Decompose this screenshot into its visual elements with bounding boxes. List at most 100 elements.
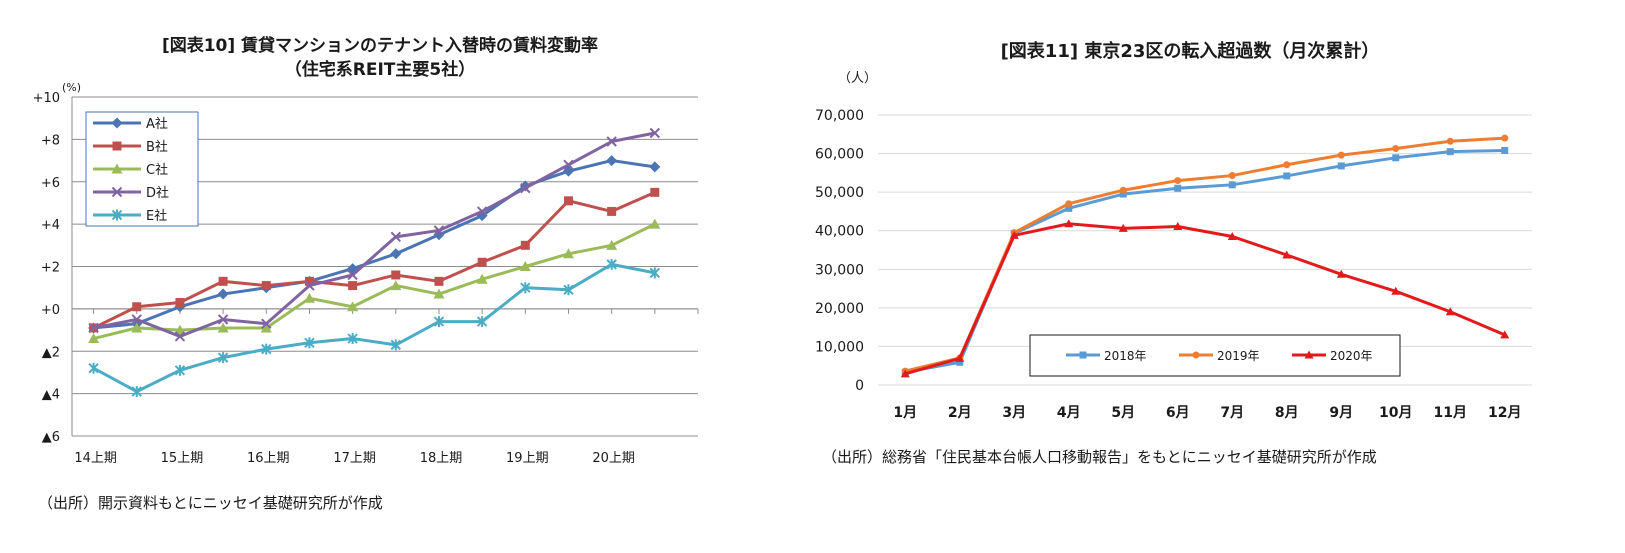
data-point-2019年 (1228, 172, 1236, 180)
y-tick-label: ▲6 (42, 430, 60, 445)
data-point-B社 (563, 196, 573, 206)
data-point-2019年 (1065, 200, 1073, 208)
data-point-D社 (131, 314, 142, 325)
y-tick-label: 70,000 (815, 108, 864, 124)
legend: 2018年 2019年 2020年 (1029, 334, 1401, 377)
data-point-2020年 (1118, 223, 1128, 232)
legend-marker (111, 117, 123, 129)
chart-title-tokyo-migration: [図表11] 東京23区の転入超過数（月次累計） (1000, 41, 1380, 62)
data-point-D社 (217, 314, 229, 325)
legend-label: C社 (146, 162, 168, 178)
data-point-D社 (261, 318, 272, 329)
y-tick-label: 50,000 (815, 185, 864, 201)
chart-title-line1: [図表10] 賃貸マンションのテナント入替時の賃料変動率 (161, 36, 599, 56)
chart-panel-rent-change: [図表10] 賃貸マンションのテナント入替時の賃料変動率 （住宅系REIT主要5… (0, 0, 800, 553)
data-point-2020年 (1500, 330, 1510, 339)
data-point-2019年 (1337, 151, 1345, 159)
legend-label: A社 (146, 116, 168, 132)
x-tick-label: 3月 (1002, 405, 1026, 421)
data-point-D社 (390, 231, 402, 243)
x-tick-label: 17上期 (333, 451, 376, 466)
data-point-B社 (607, 206, 617, 216)
data-point-D社 (476, 206, 488, 217)
legend-label: 2018年 (1104, 349, 1147, 363)
data-point-B社 (348, 281, 358, 291)
data-point-B社 (218, 276, 228, 286)
data-point-D社 (520, 182, 531, 194)
y-axis-unit: (%) (62, 81, 81, 94)
legend-marker (1304, 350, 1314, 359)
data-point-C社 (303, 292, 315, 303)
legend-marker (111, 209, 123, 221)
data-point-2020年 (1282, 250, 1292, 259)
data-point-E社 (304, 337, 315, 349)
x-tick-label: 19上期 (506, 451, 549, 466)
data-point-E社 (217, 352, 229, 364)
data-point-A社 (217, 288, 229, 300)
data-point-C社 (174, 324, 186, 335)
legend-marker (112, 141, 122, 151)
series-line-2020年 (904, 222, 1506, 376)
series-line-C社 (93, 222, 656, 340)
legend-marker (111, 163, 123, 174)
data-point-B社 (650, 187, 660, 197)
data-point-D社 (174, 331, 186, 342)
legend-label: E社 (146, 208, 167, 224)
x-tick-label: 6月 (1166, 405, 1190, 421)
x-tick-label: 4月 (1057, 405, 1081, 421)
y-tick-label: ▲4 (42, 388, 60, 403)
data-point-2019年 (1174, 177, 1182, 185)
y-tick-label: 20,000 (815, 301, 864, 317)
y-tick-label: +0 (41, 303, 60, 318)
data-point-B社 (304, 276, 314, 286)
x-tick-label: 5月 (1111, 405, 1135, 421)
data-point-C社 (131, 322, 143, 333)
data-point-2019年 (1392, 145, 1400, 153)
data-point-D社 (347, 269, 358, 281)
y-tick-label: 60,000 (815, 147, 864, 163)
data-point-2018年 (1228, 181, 1236, 189)
data-point-E社 (390, 339, 402, 351)
data-point-2020年 (1173, 221, 1183, 230)
data-point-C社 (390, 280, 402, 291)
x-tick-label: 1月 (893, 405, 917, 421)
series-line-E社 (92, 262, 656, 394)
data-point-2020年 (900, 369, 910, 378)
y-tick-label: 40,000 (815, 224, 864, 240)
x-tick-label: 11月 (1434, 405, 1467, 421)
data-point-2018年 (1283, 172, 1291, 180)
source-note-rent-change: （出所）開示資料もとにニッセイ基礎研究所が作成 (38, 494, 383, 512)
series-line-D社 (93, 131, 656, 339)
data-point-B社 (132, 302, 142, 312)
y-tick-label: 30,000 (815, 262, 864, 278)
x-tick-label: 7月 (1220, 405, 1244, 421)
data-point-E社 (433, 316, 445, 328)
y-tick-label: +6 (41, 176, 60, 191)
data-point-E社 (649, 267, 661, 279)
data-point-2020年 (1391, 286, 1401, 295)
y-tick-label: 10,000 (815, 339, 864, 355)
data-point-2020年 (1227, 232, 1237, 240)
data-point-C社 (519, 261, 531, 271)
data-point-2018年 (956, 358, 964, 366)
data-point-D社 (649, 127, 661, 139)
series-line-B社 (92, 190, 656, 330)
data-point-2018年 (1174, 184, 1182, 192)
data-point-B社 (175, 298, 185, 308)
data-point-E社 (88, 362, 99, 374)
x-tick-label: 15上期 (161, 451, 204, 466)
data-point-B社 (477, 257, 487, 267)
data-point-C社 (217, 322, 229, 333)
y-tick-label: +10 (33, 91, 60, 106)
data-point-2019年 (1119, 186, 1127, 194)
y-tick-label: +2 (41, 261, 60, 276)
y-axis-unit: （人） (838, 71, 877, 86)
legend-marker (1192, 351, 1200, 359)
chart-title-rent-change: [図表10] 賃貸マンションのテナント入替時の賃料変動率 （住宅系REIT主要5… (80, 34, 680, 82)
data-point-E社 (261, 343, 272, 355)
data-point-2020年 (1009, 230, 1019, 239)
data-point-B社 (391, 270, 401, 280)
data-point-B社 (520, 240, 530, 250)
data-point-C社 (260, 322, 272, 333)
legend-label: 2019年 (1217, 349, 1260, 363)
